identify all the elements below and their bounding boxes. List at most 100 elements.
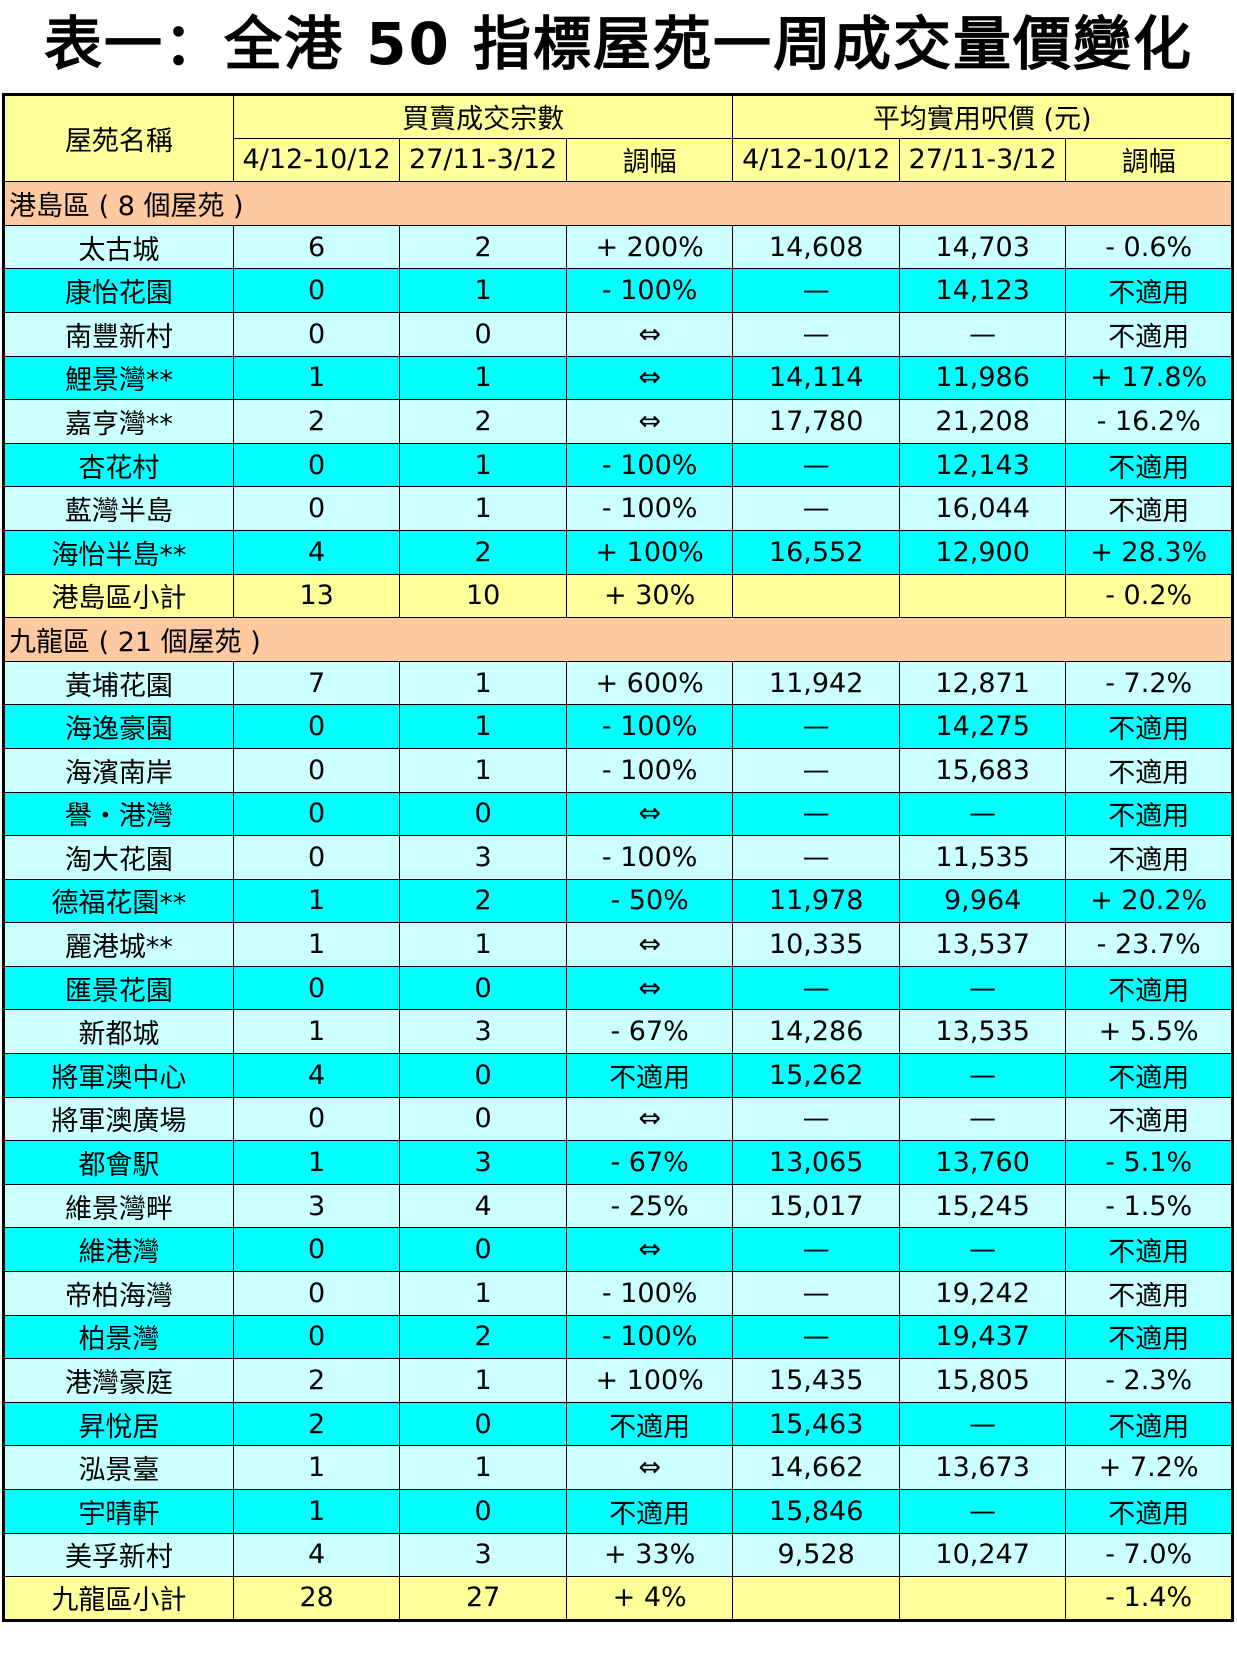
price-change-cell: 不適用 (1065, 791, 1233, 837)
price-previous-cell: — (898, 1227, 1067, 1273)
price-current-cell: 14,662 (732, 1445, 900, 1490)
price-change-cell: 不適用 (1065, 965, 1233, 1011)
price-change-cell: 不適用 (1065, 1096, 1233, 1142)
volume-previous-cell: 4 (399, 1183, 567, 1229)
volume-current-cell: 3 (232, 1183, 401, 1229)
estate-name-cell: 港島區小計 (3, 573, 234, 619)
volume-current-cell: 1 (232, 1140, 401, 1185)
price-current-cell: 14,608 (732, 224, 900, 270)
volume-current-cell: 0 (232, 1271, 401, 1316)
header-price-current: 4/12-10/12 (732, 137, 900, 183)
price-change-cell: - 1.4% (1065, 1576, 1233, 1621)
volume-change-cell: - 100% (565, 747, 734, 793)
price-change-cell: - 5.1% (1065, 1140, 1233, 1185)
volume-previous-cell: 1 (399, 747, 567, 793)
price-current-cell: 16,552 (732, 529, 900, 575)
table-row: 帝柏海灣 0 1- 100% —19,242 不適用 (3, 1271, 1233, 1316)
price-current-cell (732, 573, 900, 619)
volume-previous-cell: 1 (399, 268, 567, 313)
price-previous-cell: — (898, 1096, 1067, 1142)
table-row: 將軍澳中心 4 0 不適用 15,262— 不適用 (3, 1053, 1233, 1098)
table-row: 維景灣畔 3 4- 25% 15,017 15,245- 1.5% (3, 1183, 1233, 1229)
volume-current-cell: 2 (232, 399, 401, 444)
table-row: 昇悅居 2 0 不適用 15,463— 不適用 (3, 1401, 1233, 1447)
price-change-cell: - 0.2% (1065, 573, 1233, 619)
header-estate-name: 屋苑名稱 (3, 93, 234, 183)
volume-change-cell: - 100% (565, 442, 734, 488)
volume-previous-cell: 2 (399, 529, 567, 575)
volume-previous-cell: 27 (399, 1576, 567, 1621)
price-current-cell: 15,017 (732, 1183, 900, 1229)
estate-name-cell: 康怡花園 (3, 268, 234, 313)
price-current-cell: 15,435 (732, 1358, 900, 1403)
price-change-cell: + 20.2% (1065, 878, 1233, 924)
price-current-cell: 15,262 (732, 1053, 900, 1098)
volume-current-cell: 28 (232, 1576, 401, 1621)
volume-change-cell: + 4% (565, 1576, 734, 1621)
price-previous-cell: 14,703 (898, 224, 1067, 270)
price-change-cell: + 17.8% (1065, 355, 1233, 401)
volume-current-cell: 0 (232, 704, 401, 749)
subtotal-row: 港島區小計 13 10 + 30% - 0.2% (3, 573, 1233, 619)
price-change-cell: + 5.5% (1065, 1009, 1233, 1055)
volume-current-cell: 0 (232, 1096, 401, 1142)
volume-current-cell: 1 (232, 878, 401, 924)
price-previous-cell: — (898, 1053, 1067, 1098)
price-current-cell: — (732, 704, 900, 749)
volume-current-cell: 0 (232, 311, 401, 357)
price-current-cell: 10,335 (732, 922, 900, 967)
volume-previous-cell: 1 (399, 1271, 567, 1316)
volume-current-cell: 0 (232, 835, 401, 880)
volume-previous-cell: 1 (399, 922, 567, 967)
subtotal-row: 九龍區小計 28 27 + 4% - 1.4% (3, 1576, 1233, 1621)
price-previous-cell: — (898, 791, 1067, 837)
price-previous-cell: 14,123 (898, 268, 1067, 313)
price-change-cell: 不適用 (1065, 1401, 1233, 1447)
volume-change-cell: + 33% (565, 1532, 734, 1578)
volume-current-cell: 1 (232, 355, 401, 401)
volume-current-cell: 0 (232, 1227, 401, 1273)
table-row: 海逸豪園 0 1- 100% —14,275 不適用 (3, 704, 1233, 749)
volume-current-cell: 1 (232, 1489, 401, 1534)
price-previous-cell: 12,900 (898, 529, 1067, 575)
estate-name-cell: 宇晴軒 (3, 1489, 234, 1534)
price-previous-cell: — (898, 965, 1067, 1011)
volume-previous-cell: 0 (399, 1401, 567, 1447)
volume-change-cell: + 30% (565, 573, 734, 619)
volume-current-cell: 4 (232, 1532, 401, 1578)
price-previous-cell: 11,986 (898, 355, 1067, 401)
price-current-cell: 14,114 (732, 355, 900, 401)
estate-name-cell: 將軍澳中心 (3, 1053, 234, 1098)
volume-previous-cell: 2 (399, 224, 567, 270)
volume-change-cell: - 100% (565, 1314, 734, 1360)
volume-current-cell: 0 (232, 442, 401, 488)
table-row: 杏花村 0 1- 100% —12,143 不適用 (3, 442, 1233, 488)
volume-change-cell: + 600% (565, 660, 734, 706)
volume-previous-cell: 0 (399, 1489, 567, 1534)
estate-name-cell: 黃埔花園 (3, 660, 234, 706)
price-previous-cell: 13,760 (898, 1140, 1067, 1185)
price-current-cell: 15,463 (732, 1401, 900, 1447)
volume-previous-cell: 10 (399, 573, 567, 619)
volume-current-cell: 0 (232, 965, 401, 1011)
volume-change-cell: + 200% (565, 224, 734, 270)
volume-change-cell: ⇔ (565, 1096, 734, 1142)
volume-previous-cell: 1 (399, 442, 567, 488)
volume-previous-cell: 1 (399, 1445, 567, 1490)
price-change-cell: 不適用 (1065, 442, 1233, 488)
header-price-group: 平均實用呎價 (元) (732, 94, 1233, 139)
estate-name-cell: 泓景臺 (3, 1445, 234, 1490)
volume-change-cell: ⇔ (565, 1445, 734, 1490)
table-row: 美孚新村 4 3 + 33% 9,528 10,247- 7.0% (3, 1532, 1233, 1578)
table-row: 南豐新村 0 0 ⇔ — — 不適用 (3, 311, 1233, 357)
price-change-cell: 不適用 (1065, 1489, 1233, 1534)
price-previous-cell: 14,275 (898, 704, 1067, 749)
estate-name-cell: 新都城 (3, 1009, 234, 1055)
price-previous-cell: 13,537 (898, 922, 1067, 967)
price-previous-cell: — (898, 311, 1067, 357)
volume-change-cell: ⇔ (565, 311, 734, 357)
estate-name-cell: 將軍澳廣場 (3, 1096, 234, 1142)
price-current-cell: — (732, 965, 900, 1011)
price-previous-cell: 13,673 (898, 1445, 1067, 1490)
price-change-cell: + 7.2% (1065, 1445, 1233, 1490)
